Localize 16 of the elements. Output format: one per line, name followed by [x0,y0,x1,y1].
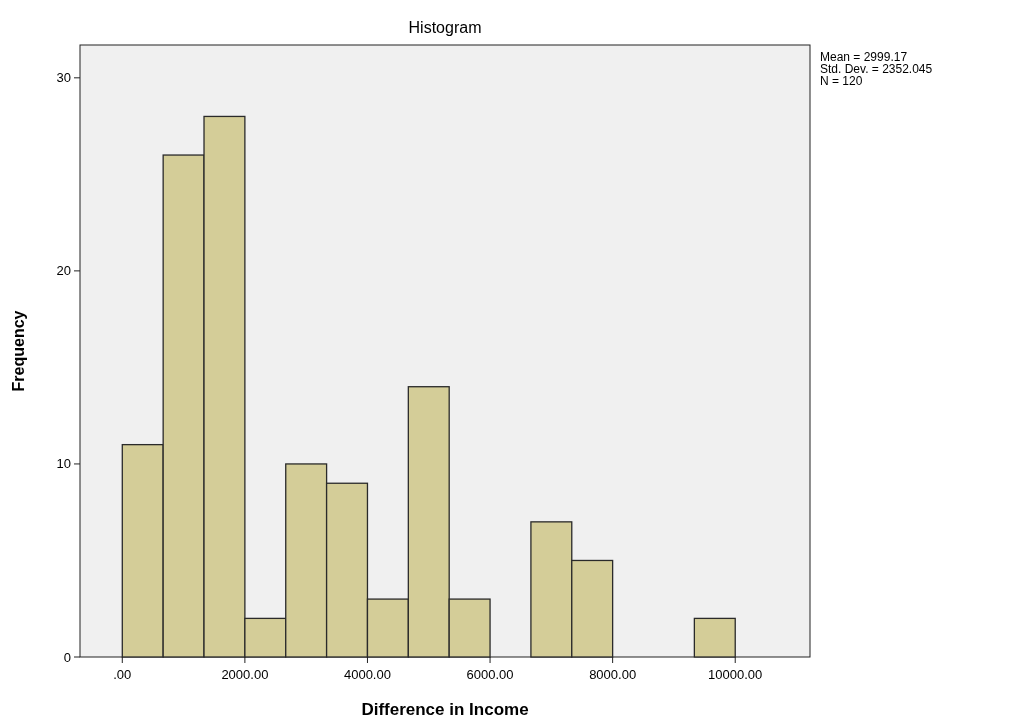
y-tick-label: 10 [56,456,71,472]
x-tick-label: .00 [113,667,132,682]
y-axis-title: Frequency [10,310,27,392]
x-tick-label: 2000.00 [221,667,269,682]
x-tick-label: 10000.00 [708,667,763,682]
chart-title: Histogram [408,19,482,36]
y-tick-label: 20 [56,263,71,279]
x-tick-label: 6000.00 [466,667,514,682]
y-tick-label: 30 [56,70,71,86]
text: Mean = 2999.17 [820,50,908,64]
y-tick-label: 0 [63,649,71,665]
x-tick-label: 8000.00 [589,667,637,682]
text: Std. Dev. = 2352.045 [820,62,933,76]
text: N = 120 [820,74,863,88]
x-axis-title: Difference in Income [361,700,529,719]
x-tick-label: 4000.00 [343,667,391,682]
